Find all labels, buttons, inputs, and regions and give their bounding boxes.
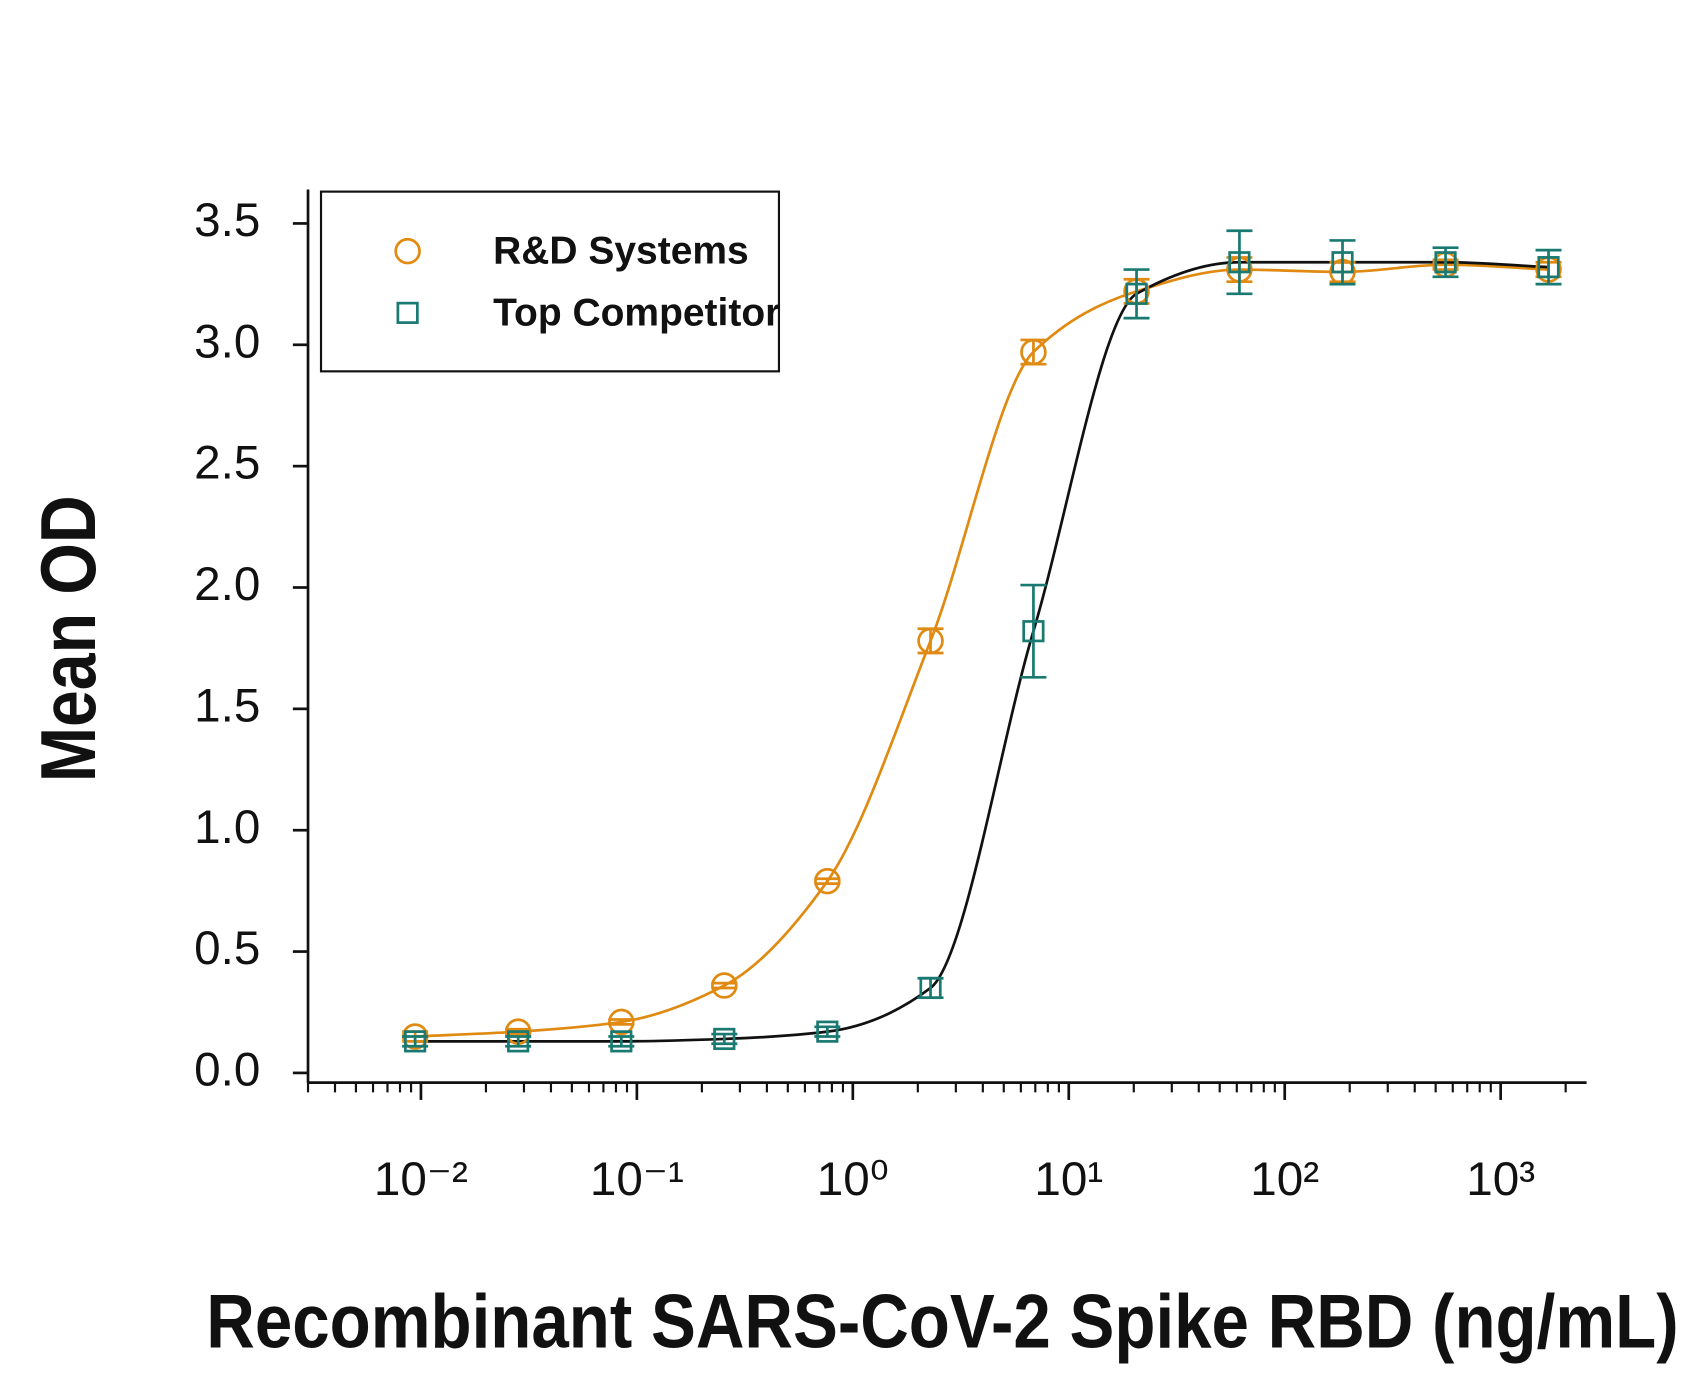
error-bar bbox=[1020, 583, 1047, 679]
y-tick-label: 1.0 bbox=[194, 801, 260, 854]
x-tick-label: 10⁰ bbox=[817, 1153, 889, 1206]
y-tick-label: 3.5 bbox=[194, 194, 260, 247]
legend-marker bbox=[394, 237, 421, 265]
y-tick-label: 2.0 bbox=[194, 558, 260, 611]
data-point bbox=[404, 1030, 427, 1053]
data-point bbox=[1434, 251, 1457, 274]
data-point bbox=[814, 867, 841, 895]
y-tick-label: 1.5 bbox=[194, 679, 260, 732]
data-point bbox=[816, 1020, 839, 1043]
legend bbox=[319, 190, 781, 373]
y-tick-label: 0.5 bbox=[194, 922, 260, 975]
data-point bbox=[713, 1027, 736, 1051]
error-bar bbox=[1226, 229, 1253, 296]
error-bar bbox=[1535, 248, 1562, 286]
x-tick-label: 10⁻² bbox=[374, 1153, 468, 1206]
error-bar bbox=[608, 1018, 635, 1026]
data-point bbox=[917, 627, 944, 655]
data-point bbox=[608, 1008, 635, 1036]
y-axis-label: Mean OD bbox=[24, 495, 112, 782]
data-point bbox=[1537, 256, 1560, 279]
y-tick-label: 0.0 bbox=[194, 1043, 260, 1096]
data-point bbox=[610, 1030, 633, 1053]
data-point bbox=[1020, 338, 1047, 366]
data-point bbox=[1331, 251, 1354, 274]
x-tick-label: 10² bbox=[1250, 1153, 1319, 1206]
y-tick-label: 2.5 bbox=[194, 437, 260, 490]
fit-line bbox=[415, 263, 1549, 1038]
data-point bbox=[1228, 251, 1251, 274]
error-bar bbox=[1123, 268, 1150, 320]
data-point bbox=[1125, 282, 1148, 305]
legend-marker bbox=[396, 301, 419, 324]
legend-label: Top Competitor bbox=[493, 291, 780, 334]
y-tick-label: 3.0 bbox=[194, 315, 260, 368]
x-axis-label: Recombinant SARS-CoV-2 Spike RBD (ng/mL) bbox=[206, 1279, 1678, 1364]
data-point bbox=[507, 1030, 530, 1053]
data-point bbox=[1022, 620, 1045, 643]
legend-label: R&D Systems bbox=[493, 230, 749, 273]
x-tick-label: 10⁻¹ bbox=[590, 1153, 684, 1206]
fit-line bbox=[415, 260, 1549, 1043]
data-point bbox=[711, 972, 738, 999]
error-bar bbox=[814, 877, 841, 885]
x-tick-label: 10¹ bbox=[1034, 1153, 1103, 1206]
data-point bbox=[919, 976, 942, 1000]
error-bar bbox=[711, 981, 738, 990]
error-bar bbox=[1329, 239, 1356, 286]
x-tick-label: 10³ bbox=[1466, 1153, 1535, 1206]
